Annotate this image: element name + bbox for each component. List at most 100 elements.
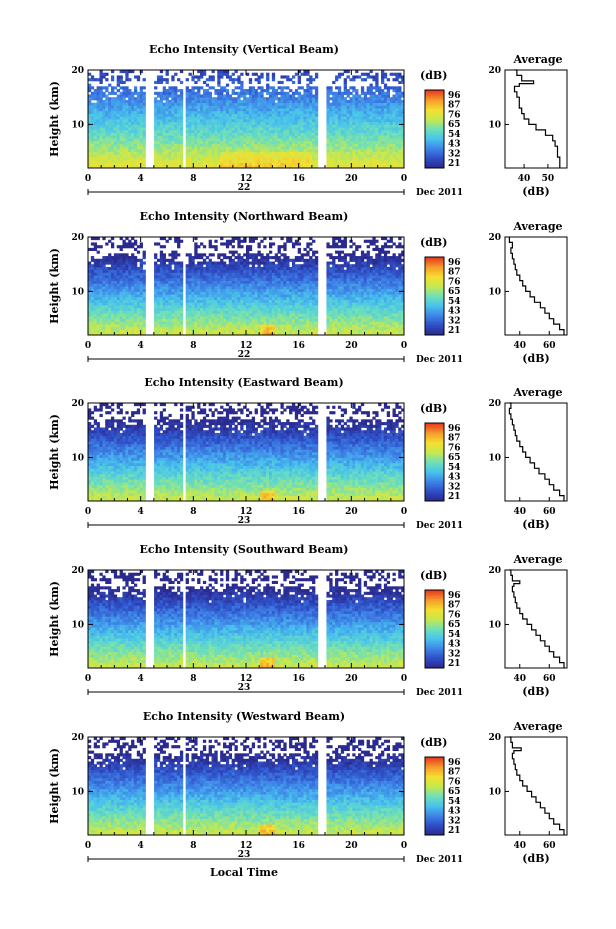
heatmap-cell [254,291,258,295]
heatmap-cell [225,159,230,163]
heatmap-cell [159,148,164,153]
heatmap-cell [197,283,201,287]
heatmap-cell [165,275,169,279]
heatmap-cell [93,78,98,82]
heatmap-cell [260,135,264,139]
heatmap-cell [277,159,281,163]
heatmap-cell [93,143,98,147]
heatmap-cell [131,91,135,95]
heatmap-cell [237,258,241,262]
heatmap-cell [102,146,106,150]
heatmap-cell [116,99,120,104]
heatmap-cell [277,127,281,131]
heatmap-cell [93,245,98,249]
heatmap-cell [383,132,388,136]
heatmap-cell [119,116,123,120]
heatmap-cell [122,324,126,328]
heatmap-cell [154,324,158,328]
heatmap-cell [131,307,135,311]
heatmap-cell [200,86,204,90]
heatmap-cell [223,165,227,169]
heatmap-cell [326,151,330,155]
heatmap-cell [312,146,316,150]
heatmap-cell [243,132,247,136]
heatmap-cell [372,132,376,136]
heatmap-cell [251,288,256,292]
heatmap-cell [128,280,132,284]
heatmap-cell [116,264,120,268]
heatmap-cell [314,151,319,155]
heatmap-cell [194,80,198,85]
heatmap-cell [156,102,161,106]
heatmap-cell [360,162,365,166]
heatmap-cell [125,324,129,328]
heatmap-cell [113,332,118,336]
heatmap-cell [329,86,333,90]
heatmap-cell [277,165,281,169]
heatmap-cell [139,329,143,333]
heatmap-cell [113,315,118,320]
heatmap-cell [312,108,316,112]
heatmap-cell [228,242,233,246]
heatmap-cell [179,80,184,85]
heatmap-cell [174,264,178,268]
heatmap-cell [197,302,201,306]
heatmap-cell [105,151,109,155]
heatmap-cell [191,140,195,144]
heatmap-cell [194,266,198,271]
heatmap-cell [386,127,391,131]
heatmap-cell [105,329,109,333]
heatmap-cell [168,102,172,106]
heatmap-cell [266,162,270,166]
heatmap-cell [211,138,215,142]
heatmap-cell [349,119,353,123]
heatmap-cell [378,89,382,93]
heatmap-cell [217,288,221,292]
heatmap-cell [366,108,370,112]
heatmap-cell [300,108,304,112]
heatmap-cell [168,159,172,163]
heatmap-cell [254,151,258,155]
heatmap-cell [381,108,385,112]
heatmap-cell [165,127,169,131]
heatmap-cell [383,108,388,112]
heatmap-cell [110,91,115,95]
heatmap-cell [177,299,181,303]
heatmap-cell [119,296,123,301]
heatmap-cell [398,162,402,166]
heatmap-cell [231,102,235,106]
heatmap-cell [174,148,178,153]
heatmap-cell [268,91,273,95]
heatmap-cell [314,99,319,104]
heatmap-cell [234,108,238,112]
heatmap-cell [214,143,218,147]
heatmap-cell [131,256,135,260]
heatmap-cell [260,97,264,101]
heatmap-cell [358,102,362,106]
heatmap-cell [254,89,258,93]
heatmap-cell [291,129,296,134]
heatmap-cell [154,256,158,260]
heatmap-cell [297,154,301,158]
heatmap-cell [329,159,333,163]
heatmap-cell [96,280,100,284]
heatmap-cell [303,97,307,101]
heatmap-cell [136,127,141,131]
heatmap-cell [355,157,359,161]
heatmap-cell [225,89,230,93]
heatmap-cell [188,294,192,298]
heatmap-cell [248,132,253,136]
heatmap-cell [133,154,138,158]
heatmap-cell [116,283,120,287]
heatmap-cell [312,162,316,166]
heatmap-cell [125,154,129,158]
heatmap-cell [372,86,376,90]
heatmap-cell [283,154,287,158]
heatmap-cell [251,280,256,284]
heatmap-cell [122,127,126,131]
heatmap-cell [171,307,175,311]
heatmap-cell [251,162,256,166]
heatmap-cell [197,119,201,123]
heatmap-cell [156,275,161,279]
heatmap-cell [113,140,118,144]
